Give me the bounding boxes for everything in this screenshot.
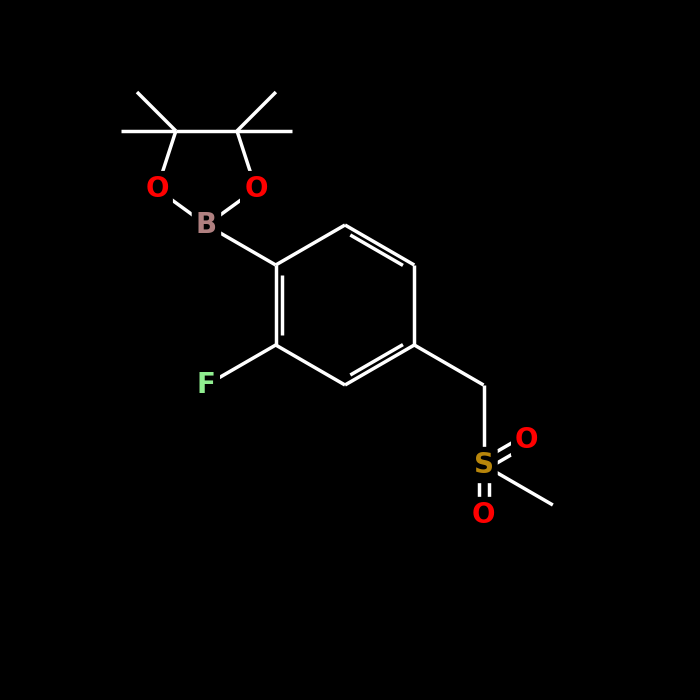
Text: O: O xyxy=(515,426,538,454)
Text: O: O xyxy=(244,175,267,203)
Text: O: O xyxy=(145,175,169,203)
Text: O: O xyxy=(472,501,496,529)
Text: F: F xyxy=(197,371,216,399)
Text: B: B xyxy=(196,211,217,239)
Text: S: S xyxy=(474,451,494,479)
